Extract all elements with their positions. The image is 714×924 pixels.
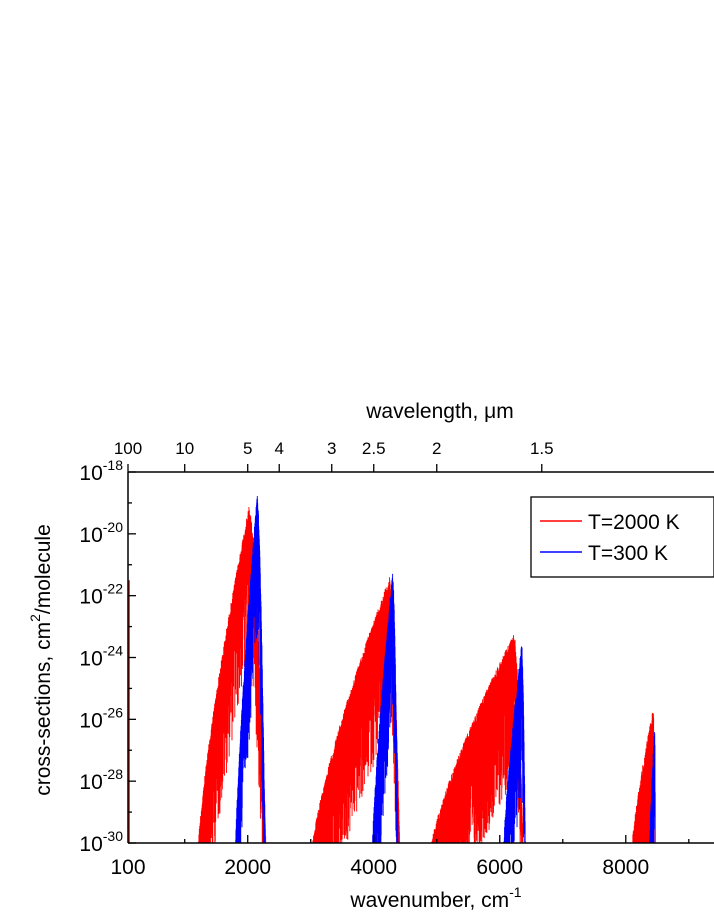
x-tick-label: 2000 (224, 856, 271, 879)
labels-layer: 100 10 5 4 3 2.5 2 1.5 100 2000 4000 6000 8000 10-30 1… (27, 400, 649, 912)
y-tick-label: 10-28 (79, 766, 123, 794)
legend-box (530, 496, 714, 578)
band-hot-3 (431, 635, 524, 843)
band-cold-3 (503, 646, 526, 843)
legend: T=2000 K T=300 K (530, 496, 714, 578)
top-tick-label: 3 (327, 439, 336, 458)
top-tick-label: 2.5 (362, 439, 386, 458)
y-axis-title: cross-sections, cm2/molecule (27, 524, 55, 796)
top-tick-label: 4 (274, 439, 283, 458)
series-layer (128, 495, 656, 843)
y-tick-label: 10-30 (79, 828, 123, 856)
y-tick-label: 10-20 (79, 519, 123, 547)
band-hot-4 (632, 712, 655, 843)
y-tick-label: 10-22 (79, 581, 123, 609)
x-tick-label: 6000 (476, 856, 523, 879)
legend-label: T=300 K (588, 542, 668, 565)
top-axis-title: wavelength, μm (365, 400, 514, 423)
band-cold-2 (372, 573, 399, 843)
y-tick-label: 10-18 (79, 457, 123, 485)
x-tick-label: 4000 (350, 856, 397, 879)
top-tick-label: 10 (175, 439, 194, 458)
axes-layer (127, 464, 714, 844)
x-tick-label: 100 (110, 856, 145, 879)
legend-label: T=2000 K (588, 511, 680, 534)
top-tick-label: 5 (243, 439, 252, 458)
band-cold-4 (649, 732, 656, 843)
top-tick-label: 1.5 (530, 439, 554, 458)
x-axis-title: wavenumber, cm-1 (349, 884, 521, 912)
x-tick-label: 8000 (602, 856, 649, 879)
y-tick-label: 10-24 (79, 643, 123, 671)
top-tick-label: 2 (432, 439, 441, 458)
series-cold (235, 495, 656, 843)
y-tick-label: 10-26 (79, 704, 123, 732)
top-tick-label: 100 (114, 439, 142, 458)
band-cold-1 (235, 495, 266, 843)
